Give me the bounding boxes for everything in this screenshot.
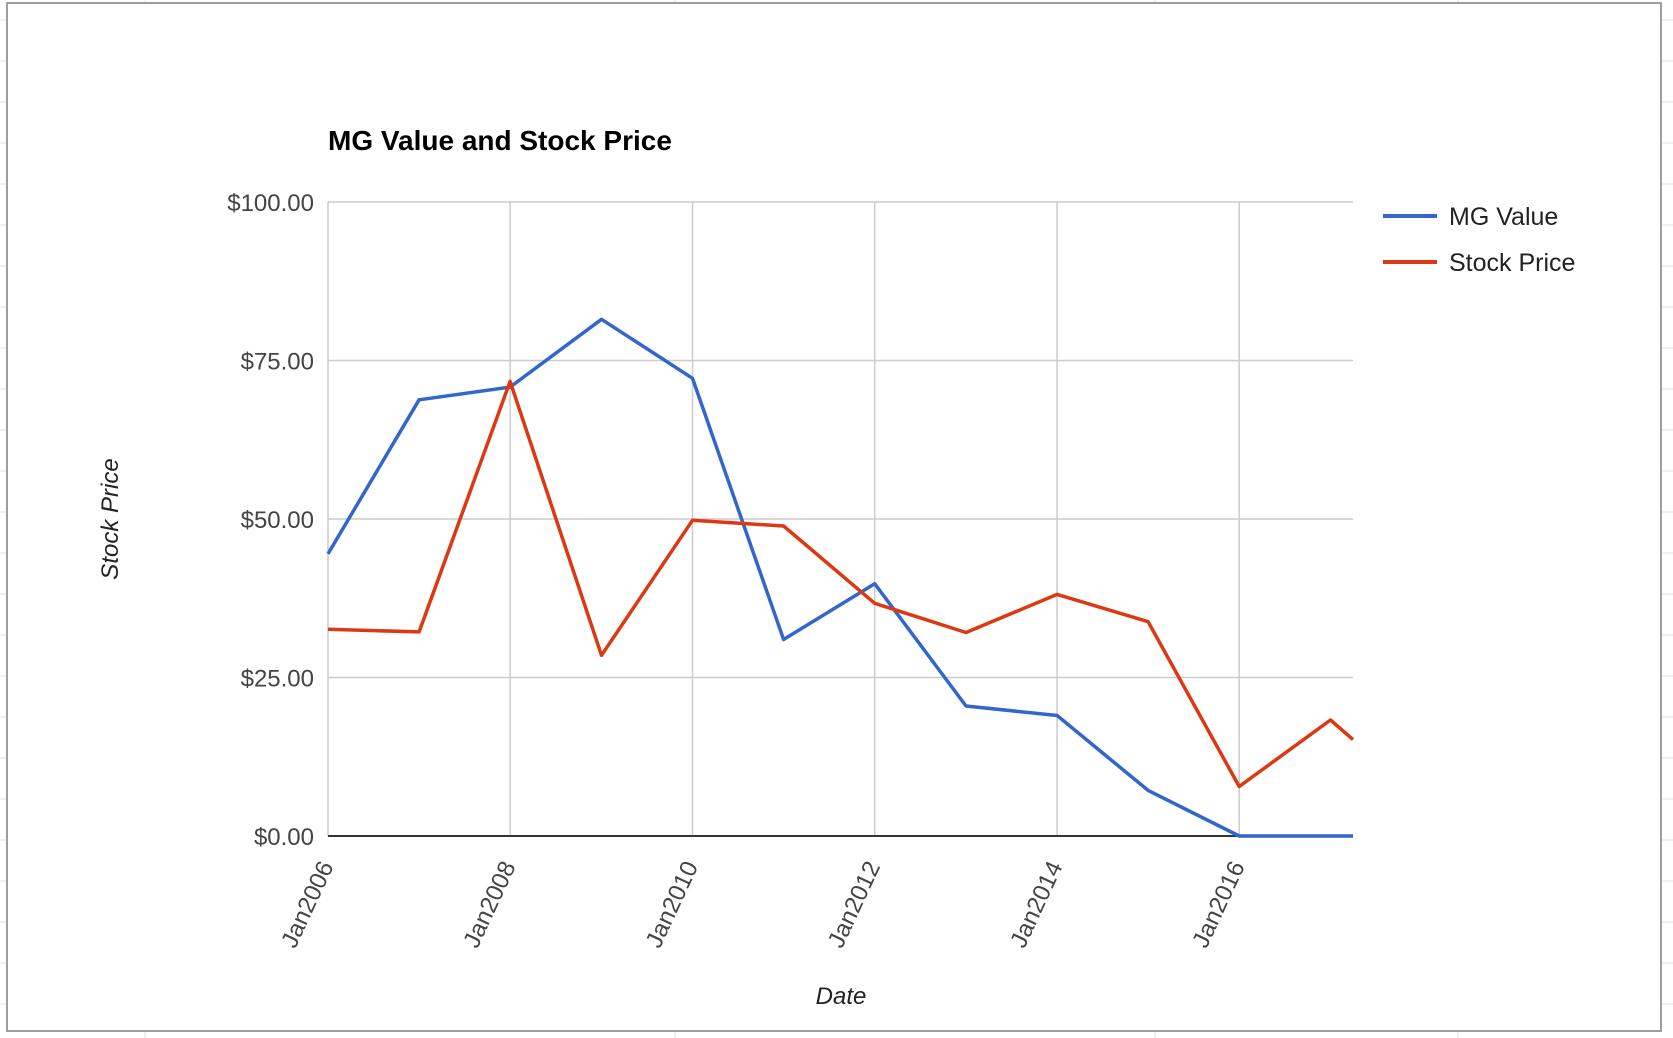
chart-legend: MG Value Stock Price	[1383, 203, 1575, 277]
chart-series-lines	[326, 317, 1355, 838]
x-tick-label: Jan2012	[823, 857, 886, 952]
x-axis-tick-labels: Jan2006 Jan2008 Jan2010 Jan2012 Jan2014 Jan20…	[276, 857, 1251, 952]
x-tick-label: Jan2008	[458, 857, 521, 952]
y-tick-label: $25.00	[241, 666, 314, 693]
y-axis-title: Stock Price	[97, 458, 124, 579]
y-tick-label: $75.00	[241, 349, 314, 376]
x-tick-label: Jan2006	[276, 857, 339, 952]
chart-container[interactable]: $0.00 $25.00 $50.00 $75.00 $100.00 Jan2006 Ja…	[6, 2, 1662, 1032]
x-tick-label: Jan2014	[1005, 857, 1068, 952]
y-axis-tick-labels: $0.00 $25.00 $50.00 $75.00 $100.00	[227, 190, 314, 851]
x-tick-label: Jan2016	[1187, 857, 1250, 952]
chart-gridlines	[327, 201, 1353, 836]
x-tick-label: Jan2010	[641, 857, 704, 952]
y-tick-label: $50.00	[241, 507, 314, 534]
x-axis-title: Date	[816, 983, 867, 1010]
y-tick-label: $0.00	[254, 824, 314, 851]
y-tick-label: $100.00	[227, 190, 314, 217]
legend-label-mg-value: MG Value	[1449, 203, 1558, 231]
series-line-stock-price	[327, 379, 1355, 789]
line-chart: $0.00$25.00$50.00$75.00$100.00 Jan2006 Ja…	[97, 125, 1575, 1010]
chart-title: MG Value and Stock Price	[328, 125, 672, 156]
legend-label-stock-price: Stock Price	[1449, 249, 1575, 277]
series-line-mg-value	[326, 317, 1353, 838]
